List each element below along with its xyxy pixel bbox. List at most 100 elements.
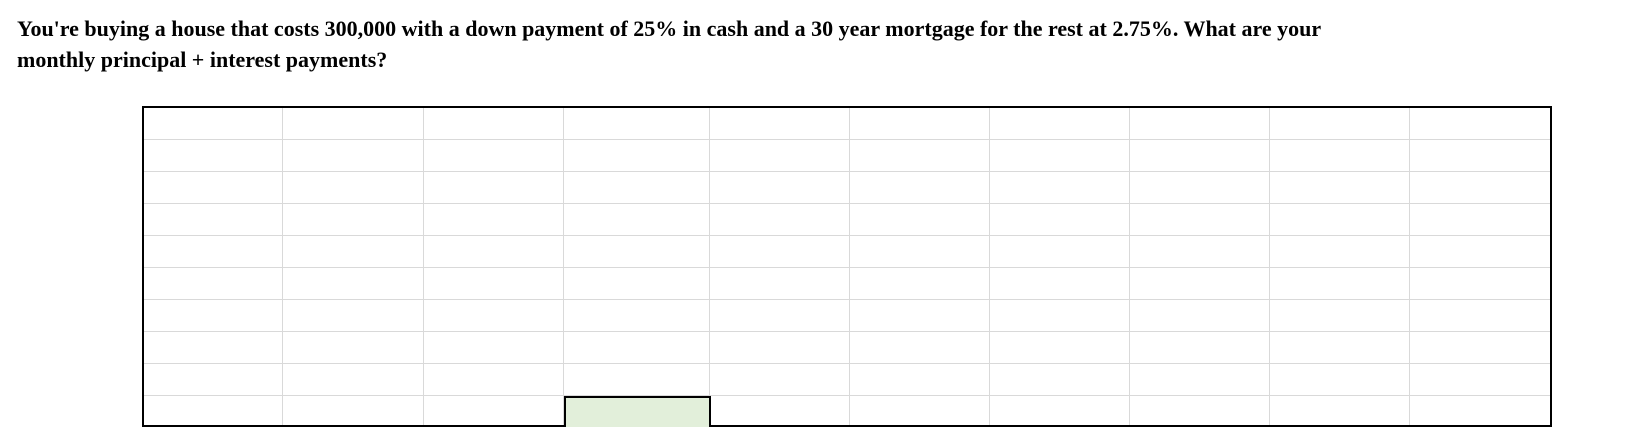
spreadsheet-cell[interactable] [144,332,283,364]
spreadsheet-cell[interactable] [144,364,283,396]
spreadsheet-cell[interactable] [564,236,710,268]
spreadsheet-cell[interactable] [1130,332,1270,364]
spreadsheet-cell[interactable] [990,364,1130,396]
spreadsheet-cell[interactable] [850,300,990,332]
spreadsheet-cell[interactable] [990,396,1130,425]
spreadsheet-cell[interactable] [564,140,710,172]
spreadsheet-cell[interactable] [283,108,424,140]
spreadsheet-cell[interactable] [564,300,710,332]
spreadsheet-cell[interactable] [1410,204,1550,236]
spreadsheet-cell[interactable] [1130,396,1270,425]
spreadsheet-cell[interactable] [1130,140,1270,172]
spreadsheet-cell[interactable] [990,204,1130,236]
spreadsheet-cell[interactable] [990,172,1130,204]
spreadsheet-cell[interactable] [144,236,283,268]
spreadsheet-cell[interactable] [1410,332,1550,364]
spreadsheet-cell[interactable] [564,332,710,364]
spreadsheet-cell[interactable] [564,268,710,300]
spreadsheet-cell[interactable] [1410,236,1550,268]
spreadsheet-cell[interactable] [283,172,424,204]
spreadsheet-cell[interactable] [424,332,564,364]
spreadsheet-cell[interactable] [1410,140,1550,172]
spreadsheet-cell[interactable] [710,108,850,140]
spreadsheet-cell[interactable] [144,204,283,236]
spreadsheet-cell[interactable] [1410,268,1550,300]
spreadsheet-cell[interactable] [424,364,564,396]
spreadsheet-cell[interactable] [990,300,1130,332]
spreadsheet-cell[interactable] [990,140,1130,172]
spreadsheet-cell[interactable] [283,268,424,300]
spreadsheet-cell[interactable] [1130,364,1270,396]
spreadsheet-cell[interactable] [283,236,424,268]
spreadsheet-cell[interactable] [850,236,990,268]
spreadsheet-cell[interactable] [710,364,850,396]
spreadsheet-cell[interactable] [1130,204,1270,236]
spreadsheet-cell[interactable] [564,204,710,236]
spreadsheet-cell[interactable] [424,396,564,425]
spreadsheet-cell[interactable] [710,140,850,172]
spreadsheet-cell[interactable] [564,364,710,396]
spreadsheet-cell[interactable] [1270,300,1410,332]
spreadsheet-cell[interactable] [424,140,564,172]
spreadsheet-cell[interactable] [1270,172,1410,204]
spreadsheet-cell[interactable] [144,396,283,425]
spreadsheet-cell[interactable] [1130,108,1270,140]
spreadsheet-cell[interactable] [1410,108,1550,140]
spreadsheet-cell[interactable] [424,236,564,268]
spreadsheet-cell[interactable] [283,300,424,332]
spreadsheet-cell[interactable] [283,396,424,425]
spreadsheet-cell[interactable] [710,236,850,268]
spreadsheet-cell[interactable] [283,332,424,364]
spreadsheet-cell[interactable] [424,108,564,140]
spreadsheet-cell[interactable] [710,396,850,425]
spreadsheet-cell[interactable] [1130,172,1270,204]
spreadsheet-cell[interactable] [1410,300,1550,332]
spreadsheet-cell[interactable] [850,204,990,236]
spreadsheet-cell[interactable] [283,364,424,396]
spreadsheet-cell[interactable] [283,140,424,172]
spreadsheet-cell[interactable] [424,300,564,332]
spreadsheet-cell[interactable] [1270,204,1410,236]
spreadsheet-cell[interactable] [990,236,1130,268]
spreadsheet-cell[interactable] [710,172,850,204]
answer-cell[interactable] [564,396,711,427]
spreadsheet-cell[interactable] [564,108,710,140]
spreadsheet-cell[interactable] [850,332,990,364]
spreadsheet-cell[interactable] [850,140,990,172]
spreadsheet-cell[interactable] [850,108,990,140]
spreadsheet-cell[interactable] [144,108,283,140]
spreadsheet-cell[interactable] [1270,108,1410,140]
spreadsheet-cell[interactable] [850,364,990,396]
spreadsheet-cell[interactable] [710,268,850,300]
spreadsheet-cell[interactable] [1270,236,1410,268]
spreadsheet-cell[interactable] [710,300,850,332]
spreadsheet-cell[interactable] [1410,364,1550,396]
spreadsheet-cell[interactable] [990,268,1130,300]
spreadsheet-cell[interactable] [424,268,564,300]
spreadsheet-cell[interactable] [1270,140,1410,172]
spreadsheet-cell[interactable] [990,108,1130,140]
spreadsheet-cell[interactable] [144,268,283,300]
spreadsheet-cell[interactable] [850,396,990,425]
spreadsheet-cell[interactable] [1130,300,1270,332]
spreadsheet-cell[interactable] [1270,332,1410,364]
spreadsheet-cell[interactable] [283,204,424,236]
spreadsheet-cell[interactable] [1410,396,1550,425]
spreadsheet-cell[interactable] [1130,236,1270,268]
spreadsheet-cell[interactable] [990,332,1130,364]
spreadsheet-cell[interactable] [1270,396,1410,425]
spreadsheet-cell[interactable] [1410,172,1550,204]
spreadsheet-cell[interactable] [1270,364,1410,396]
spreadsheet-cell[interactable] [710,332,850,364]
spreadsheet-cell[interactable] [424,204,564,236]
spreadsheet-cell[interactable] [424,172,564,204]
spreadsheet-cell[interactable] [564,172,710,204]
spreadsheet-cell[interactable] [850,268,990,300]
spreadsheet-cell[interactable] [1130,268,1270,300]
spreadsheet-cell[interactable] [144,300,283,332]
spreadsheet-cell[interactable] [710,204,850,236]
spreadsheet-cell[interactable] [144,172,283,204]
spreadsheet-cell[interactable] [144,140,283,172]
spreadsheet-cell[interactable] [1270,268,1410,300]
spreadsheet-cell[interactable] [850,172,990,204]
